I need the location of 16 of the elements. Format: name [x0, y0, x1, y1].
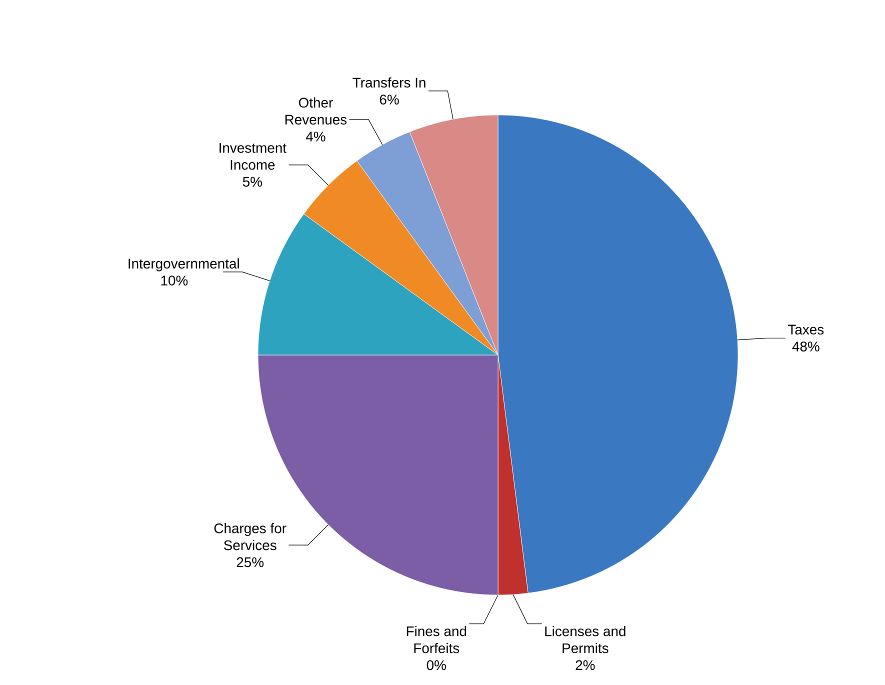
data-label: 6% — [380, 94, 399, 105]
category-label: Fines and Forfeits — [406, 626, 466, 654]
data-label: 10% — [161, 276, 188, 286]
slice-label: Charges for Services — [214, 523, 286, 550]
data-label: 48% — [792, 342, 820, 352]
slice-label: Intergovernmental — [128, 258, 239, 272]
slice-label: Transfers In — [352, 77, 426, 88]
slice-label: Other Revenues — [285, 97, 347, 125]
data-label: 2% — [576, 660, 595, 670]
data-label: 5% — [242, 176, 262, 187]
data-label: 4% — [306, 132, 326, 142]
slice-label: Investment Income — [220, 143, 286, 170]
text: 0% — [426, 660, 446, 670]
slice-label: Licenses and Permits — [545, 626, 626, 654]
slice-label: Taxes — [788, 324, 824, 335]
data-label: 25% — [236, 557, 264, 568]
